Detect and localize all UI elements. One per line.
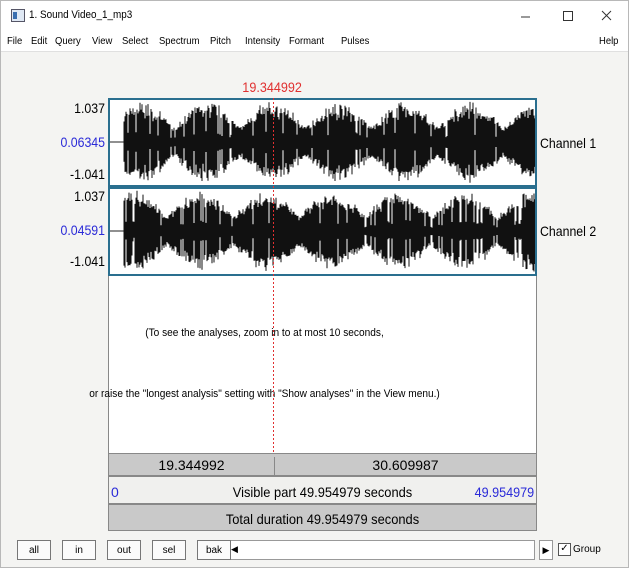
app-icon	[11, 9, 25, 22]
scrollbar[interactable]: ◀	[227, 540, 535, 560]
channel-border	[108, 187, 537, 276]
selection-bar: 19.344992 30.609987	[108, 453, 537, 477]
selection-start[interactable]: 19.344992	[109, 457, 275, 477]
window-controls	[521, 10, 612, 21]
amplitude-max: 1.037	[74, 188, 105, 204]
total-duration: Total duration 49.954979 seconds	[225, 511, 420, 527]
button[interactable]: bak	[197, 540, 231, 560]
amplitude-value: 0.06345	[60, 134, 105, 150]
analysis-area	[108, 275, 537, 453]
button[interactable]: sel	[152, 540, 186, 560]
selection-end[interactable]: 30.609987	[372, 457, 439, 473]
group-checkbox[interactable]: ✓	[558, 543, 571, 556]
menu-item[interactable]: Query	[55, 35, 81, 47]
menu-item[interactable]: Help	[599, 35, 619, 47]
waveform	[123, 101, 537, 183]
group-label: Group	[573, 544, 601, 555]
window-title: 1. Sound Video_1_mp3	[29, 9, 133, 21]
button[interactable]: in	[62, 540, 96, 560]
scroll-right[interactable]: ▶	[539, 540, 553, 560]
menu-bar: File Edit Query View Select Spectrum Pitch Inte…	[1, 31, 628, 52]
channel-border	[108, 98, 537, 187]
message-line: or raise the "longest analysis" setting …	[89, 388, 440, 400]
menu-item[interactable]: Pitch	[210, 35, 232, 47]
waveform	[123, 190, 537, 272]
cursor-line	[273, 98, 274, 453]
button[interactable]: all	[17, 540, 51, 560]
waveform-view	[108, 98, 537, 276]
maximize-button[interactable]	[563, 11, 573, 21]
menu-item[interactable]: Spectrum	[159, 35, 200, 47]
button[interactable]: out	[107, 540, 141, 560]
menu-item[interactable]: Select	[122, 35, 149, 47]
visible-start: 0	[111, 484, 119, 500]
title-bar: 1. Sound Video_1_mp3	[1, 1, 628, 31]
channel-label: Channel 1	[540, 135, 597, 151]
menu-item[interactable]: Pulses	[341, 35, 370, 47]
menu-item[interactable]: Edit	[31, 35, 48, 47]
total-bar[interactable]: Total duration 49.954979 seconds	[108, 504, 537, 531]
menu-item[interactable]: View	[92, 35, 113, 47]
menu-item[interactable]: Formant	[289, 35, 325, 47]
scroll-left[interactable]: ◀	[231, 544, 238, 554]
visible-end: 49.954979	[474, 484, 534, 500]
menu-item[interactable]: File	[7, 35, 23, 47]
channel-label: Channel 2	[540, 223, 597, 239]
amplitude-min: -1.041	[70, 166, 105, 182]
close-button[interactable]	[601, 10, 612, 21]
amplitude-value: 0.04591	[60, 222, 105, 238]
visible-bar[interactable]: 0 Visible part 49.954979 seconds 49.9549…	[108, 476, 537, 504]
visible-label: Visible part 49.954979 seconds	[232, 484, 413, 500]
menu-item[interactable]: Intensity	[245, 35, 281, 47]
amplitude-max: 1.037	[74, 100, 105, 116]
cursor-time: 19.344992	[242, 79, 302, 95]
amplitude-min: -1.041	[70, 253, 105, 269]
message-line: (To see the analyses, zoom in to at most…	[145, 327, 384, 339]
